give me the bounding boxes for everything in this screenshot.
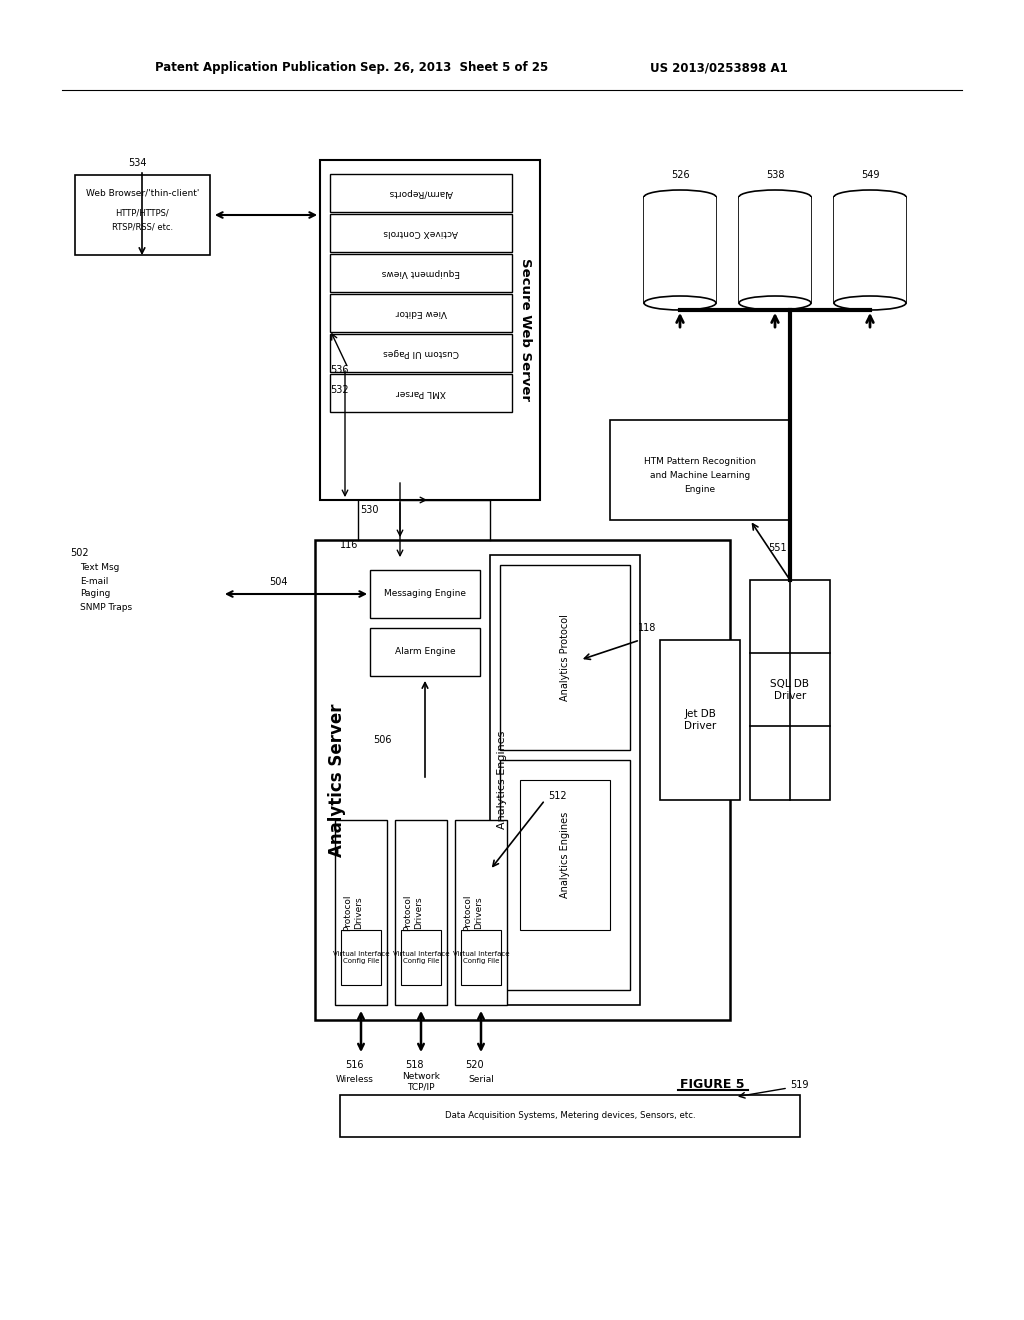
Bar — [500, 565, 630, 750]
Text: Virtual Interface
Config File: Virtual Interface Config File — [393, 952, 450, 965]
Text: E-mail: E-mail — [80, 577, 109, 586]
Bar — [500, 760, 630, 990]
Bar — [330, 374, 512, 412]
Text: Sep. 26, 2013  Sheet 5 of 25: Sep. 26, 2013 Sheet 5 of 25 — [360, 62, 548, 74]
Text: HTTP/HTTPS/: HTTP/HTTPS/ — [116, 209, 169, 218]
Text: Protocol
Drivers: Protocol Drivers — [343, 894, 362, 931]
Bar — [330, 174, 512, 213]
Text: US 2013/0253898 A1: US 2013/0253898 A1 — [650, 62, 787, 74]
Bar — [330, 334, 512, 372]
Bar — [401, 931, 441, 985]
Text: XML Parser: XML Parser — [396, 388, 446, 397]
Text: Alarm Engine: Alarm Engine — [394, 648, 456, 656]
Text: Wireless: Wireless — [336, 1076, 374, 1085]
Text: 526: 526 — [671, 170, 689, 180]
Text: 536: 536 — [330, 366, 348, 375]
Text: 504: 504 — [268, 577, 288, 587]
Bar — [341, 931, 381, 985]
Text: Paging: Paging — [80, 590, 111, 598]
Text: 551: 551 — [768, 543, 786, 553]
Bar — [335, 820, 387, 1005]
Text: Virtual Interface
Config File: Virtual Interface Config File — [333, 952, 389, 965]
Text: RTSP/RSS/ etc.: RTSP/RSS/ etc. — [112, 223, 173, 231]
Text: Virtual Interface
Config File: Virtual Interface Config File — [453, 952, 509, 965]
Bar — [395, 820, 447, 1005]
Text: and Machine Learning: and Machine Learning — [650, 471, 751, 480]
Text: Serial: Serial — [468, 1076, 494, 1085]
Text: SQL DB
Driver: SQL DB Driver — [770, 680, 810, 701]
Text: ActiveX Controls: ActiveX Controls — [384, 228, 459, 238]
Bar — [370, 570, 480, 618]
Text: Data Acquisition Systems, Metering devices, Sensors, etc.: Data Acquisition Systems, Metering devic… — [444, 1111, 695, 1121]
Text: Engine: Engine — [684, 486, 716, 495]
Text: Protocol
Drivers: Protocol Drivers — [463, 894, 482, 931]
Text: Analytics Protocol: Analytics Protocol — [560, 614, 570, 701]
Text: Network
TCP/IP: Network TCP/IP — [402, 1072, 440, 1092]
Ellipse shape — [834, 296, 906, 310]
Ellipse shape — [739, 296, 811, 310]
Bar — [490, 554, 640, 1005]
Bar — [739, 197, 811, 304]
Bar — [330, 294, 512, 333]
Text: Messaging Engine: Messaging Engine — [384, 590, 466, 598]
Text: 516: 516 — [345, 1060, 364, 1071]
Bar — [750, 579, 830, 800]
Text: 534: 534 — [128, 158, 146, 168]
Text: 512: 512 — [548, 791, 566, 801]
Bar — [739, 197, 811, 304]
Text: SNMP Traps: SNMP Traps — [80, 602, 132, 611]
Text: Alarm/Reports: Alarm/Reports — [389, 189, 454, 198]
Text: Custom UI Pages: Custom UI Pages — [383, 348, 459, 358]
Text: 530: 530 — [360, 506, 379, 515]
Text: 118: 118 — [638, 623, 656, 634]
Bar — [319, 160, 540, 500]
Bar — [455, 820, 507, 1005]
Ellipse shape — [644, 296, 716, 310]
Text: HTM Pattern Recognition: HTM Pattern Recognition — [644, 458, 756, 466]
Bar — [461, 931, 501, 985]
Text: 549: 549 — [861, 170, 880, 180]
Bar — [660, 640, 740, 800]
Text: 506: 506 — [373, 735, 391, 744]
Bar — [644, 197, 716, 304]
Ellipse shape — [739, 190, 811, 205]
Text: 519: 519 — [790, 1080, 809, 1090]
Text: 538: 538 — [766, 170, 784, 180]
Ellipse shape — [644, 190, 716, 205]
Text: 520: 520 — [465, 1060, 483, 1071]
Bar — [315, 540, 730, 1020]
Text: 518: 518 — [406, 1060, 424, 1071]
Text: Analytics Server: Analytics Server — [328, 704, 346, 857]
Text: Secure Web Server: Secure Web Server — [519, 259, 532, 401]
Text: Jet DB
Driver: Jet DB Driver — [684, 709, 716, 731]
Text: Text Msg: Text Msg — [80, 564, 120, 573]
Bar — [610, 420, 790, 520]
Text: 502: 502 — [70, 548, 89, 558]
Text: 116: 116 — [340, 540, 358, 550]
Bar — [644, 197, 716, 304]
Text: Equipment Views: Equipment Views — [382, 268, 460, 277]
Text: Analytics Engines: Analytics Engines — [560, 812, 570, 898]
Bar — [330, 253, 512, 292]
Text: 532: 532 — [330, 385, 348, 395]
Text: Protocol
Drivers: Protocol Drivers — [403, 894, 423, 931]
Bar — [75, 176, 210, 255]
Bar — [520, 780, 610, 931]
Ellipse shape — [834, 190, 906, 205]
Text: Analytics Engines: Analytics Engines — [497, 731, 507, 829]
Text: View Editor: View Editor — [395, 309, 446, 318]
Text: Patent Application Publication: Patent Application Publication — [155, 62, 356, 74]
Text: Web Browser/'thin-client': Web Browser/'thin-client' — [86, 189, 200, 198]
Bar — [834, 197, 906, 304]
Bar — [340, 1096, 800, 1137]
Bar — [370, 628, 480, 676]
Text: FIGURE 5: FIGURE 5 — [680, 1078, 744, 1092]
Bar — [330, 214, 512, 252]
Bar — [834, 197, 906, 304]
